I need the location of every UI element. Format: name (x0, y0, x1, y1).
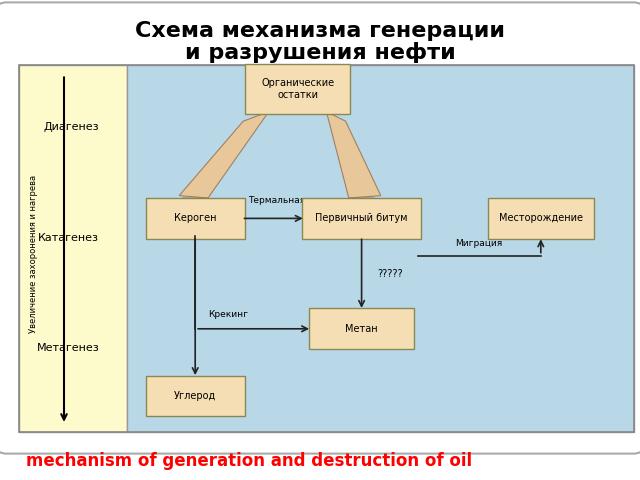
Polygon shape (182, 198, 208, 206)
Text: Месторождение: Месторождение (499, 214, 583, 223)
Polygon shape (349, 198, 374, 206)
FancyBboxPatch shape (146, 375, 244, 417)
Text: Органические
остатки: Органические остатки (261, 78, 334, 100)
FancyBboxPatch shape (245, 64, 351, 114)
Text: Схема механизма генерации: Схема механизма генерации (135, 21, 505, 41)
FancyBboxPatch shape (488, 198, 594, 239)
Polygon shape (326, 112, 381, 198)
Bar (19, 65, 634, 432)
Text: Миграция: Миграция (456, 239, 503, 248)
Text: Крекинг: Крекинг (208, 310, 248, 319)
FancyBboxPatch shape (308, 308, 415, 349)
Polygon shape (179, 112, 269, 198)
Text: Диагенез: Диагенез (44, 122, 99, 132)
Text: Увеличение захоронения и нагрева: Увеличение захоронения и нагрева (29, 175, 38, 334)
Text: ?????: ????? (378, 269, 403, 278)
Text: Углерод: Углерод (174, 391, 216, 401)
Text: Термальная деградация: Термальная деградация (248, 196, 365, 204)
Text: Первичный битум: Первичный битум (316, 214, 408, 223)
Text: Метан: Метан (346, 324, 378, 334)
Bar (127, 65, 634, 432)
FancyBboxPatch shape (302, 198, 421, 239)
Text: Метагенез: Метагенез (36, 343, 99, 353)
Text: Катагенез: Катагенез (38, 233, 99, 242)
Bar (19, 65, 127, 432)
FancyBboxPatch shape (0, 2, 640, 454)
FancyBboxPatch shape (146, 198, 244, 239)
Text: и разрушения нефти: и разрушения нефти (184, 42, 456, 63)
Text: Кероген: Кероген (174, 214, 216, 223)
Text: mechanism of generation and destruction of oil: mechanism of generation and destruction … (26, 452, 472, 470)
